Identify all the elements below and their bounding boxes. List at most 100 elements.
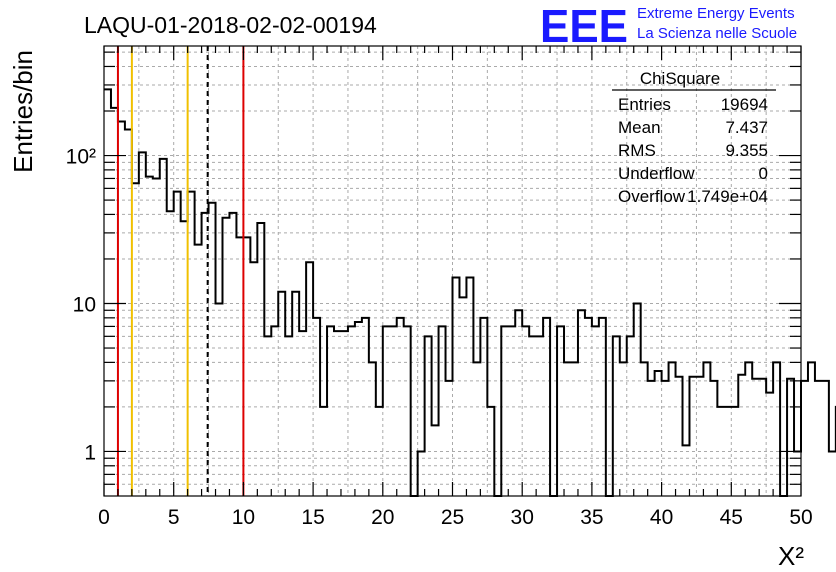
y-tick-labels: 1 10 10² <box>66 146 96 465</box>
stats-box: ChiSquare Entries 19694 Mean 7.437 RMS 9.355 U… <box>612 69 776 206</box>
stats-value: 9.355 <box>725 141 768 160</box>
histogram-bin <box>132 183 139 496</box>
histogram-bin <box>529 336 536 496</box>
histogram-bin <box>648 381 655 496</box>
histogram-bin <box>620 362 627 496</box>
histogram-bin <box>181 221 188 496</box>
histogram-bin <box>731 407 738 496</box>
histogram-bin <box>487 407 494 496</box>
histogram-bin <box>459 297 466 496</box>
stats-value: 1.749e+04 <box>687 187 768 206</box>
x-tick-label: 25 <box>441 506 464 529</box>
histogram-bin <box>299 331 306 496</box>
histogram-bin <box>585 318 592 496</box>
histogram-bin <box>369 362 376 496</box>
histogram-bin <box>815 381 822 496</box>
y-tick-label: 1 <box>84 441 96 464</box>
histogram-bin <box>404 326 411 496</box>
histogram-bin <box>613 336 620 496</box>
histogram-bin <box>669 362 676 496</box>
histogram-bin <box>787 379 794 496</box>
stats-label: Mean <box>618 118 661 137</box>
histogram-bin <box>292 292 299 496</box>
histogram-bin <box>801 381 808 496</box>
histogram-bin <box>348 326 355 496</box>
histogram-bin <box>432 425 439 496</box>
histogram-bin <box>257 223 264 496</box>
stats-value: 7.437 <box>725 118 768 137</box>
histogram-bin <box>250 262 257 496</box>
histogram-bin <box>689 377 696 496</box>
stats-label: Entries <box>618 95 671 114</box>
y-tick-label: 10² <box>66 146 96 169</box>
histogram-bin <box>724 407 731 496</box>
logo-line-1: Extreme Energy Events <box>637 5 795 22</box>
histogram-bin <box>439 326 446 496</box>
histogram-bin <box>236 237 243 496</box>
histogram-bin <box>829 451 836 496</box>
histogram-bin <box>446 381 453 496</box>
histogram-bin <box>376 407 383 496</box>
histogram-bin <box>118 121 125 496</box>
histogram-bin <box>662 381 669 496</box>
histogram-bin <box>627 336 634 496</box>
histogram-bin <box>355 322 362 496</box>
histogram-bin <box>243 237 250 496</box>
histogram-bin <box>139 152 146 496</box>
histogram-bin <box>522 326 529 496</box>
x-tick-label: 10 <box>232 506 255 529</box>
histogram-bin <box>634 304 641 496</box>
histogram-bin <box>592 326 599 496</box>
histogram-bin <box>167 211 174 496</box>
logo-line-2: La Scienza nelle Scuole <box>637 25 797 42</box>
x-tick-labels: 0 5 10 15 20 25 30 35 40 45 50 <box>98 506 813 529</box>
histogram-bin <box>508 326 515 496</box>
histogram-bin <box>160 159 167 496</box>
histogram-bin <box>425 336 432 496</box>
histogram-bin <box>710 381 717 496</box>
histogram-bin <box>515 310 522 496</box>
histogram-bin <box>578 310 585 496</box>
histogram-bin <box>501 326 508 496</box>
histogram-bin <box>676 377 683 496</box>
histogram-bin <box>418 451 425 496</box>
x-axis-title: X² <box>778 541 804 571</box>
histogram-bin <box>111 108 118 496</box>
histogram-bin <box>536 336 543 496</box>
grid-lines <box>104 46 801 496</box>
histogram-bin <box>571 362 578 496</box>
histogram-bin <box>543 318 550 496</box>
histogram-bin <box>209 203 216 496</box>
x-tick-label: 15 <box>301 506 324 529</box>
histogram-bin <box>222 218 229 496</box>
histogram-bin <box>125 129 132 496</box>
histogram-bin <box>466 277 473 496</box>
y-axis-title: Entries/bin <box>8 50 38 173</box>
x-tick-label: 0 <box>98 506 110 529</box>
histogram-bin <box>683 445 690 496</box>
histogram-bin <box>564 362 571 496</box>
histogram-bin <box>383 326 390 496</box>
x-tick-label: 40 <box>650 506 673 529</box>
x-tick-label: 5 <box>168 506 180 529</box>
histogram-bin <box>285 336 292 496</box>
histogram-bin <box>557 326 564 496</box>
y-tick-label: 10 <box>73 294 96 317</box>
histogram-bin <box>334 331 341 496</box>
logo-mark: EEE <box>540 0 628 52</box>
histogram-bin <box>641 362 648 496</box>
histogram-bin <box>188 192 195 496</box>
axis-ticks <box>103 46 802 496</box>
histogram-bin <box>655 371 662 496</box>
histogram-bin <box>216 304 223 496</box>
histogram-bin <box>271 326 278 496</box>
histogram-bin <box>599 318 606 496</box>
histogram-bin <box>153 178 160 496</box>
histogram-bin <box>174 192 181 496</box>
plot-title: LAQU-01-2018-02-02-00194 <box>84 12 377 38</box>
x-tick-label: 45 <box>720 506 743 529</box>
histogram-bin <box>341 331 348 496</box>
histogram-bin <box>146 177 153 496</box>
stats-value: 19694 <box>721 95 768 114</box>
histogram-bin <box>473 362 480 496</box>
